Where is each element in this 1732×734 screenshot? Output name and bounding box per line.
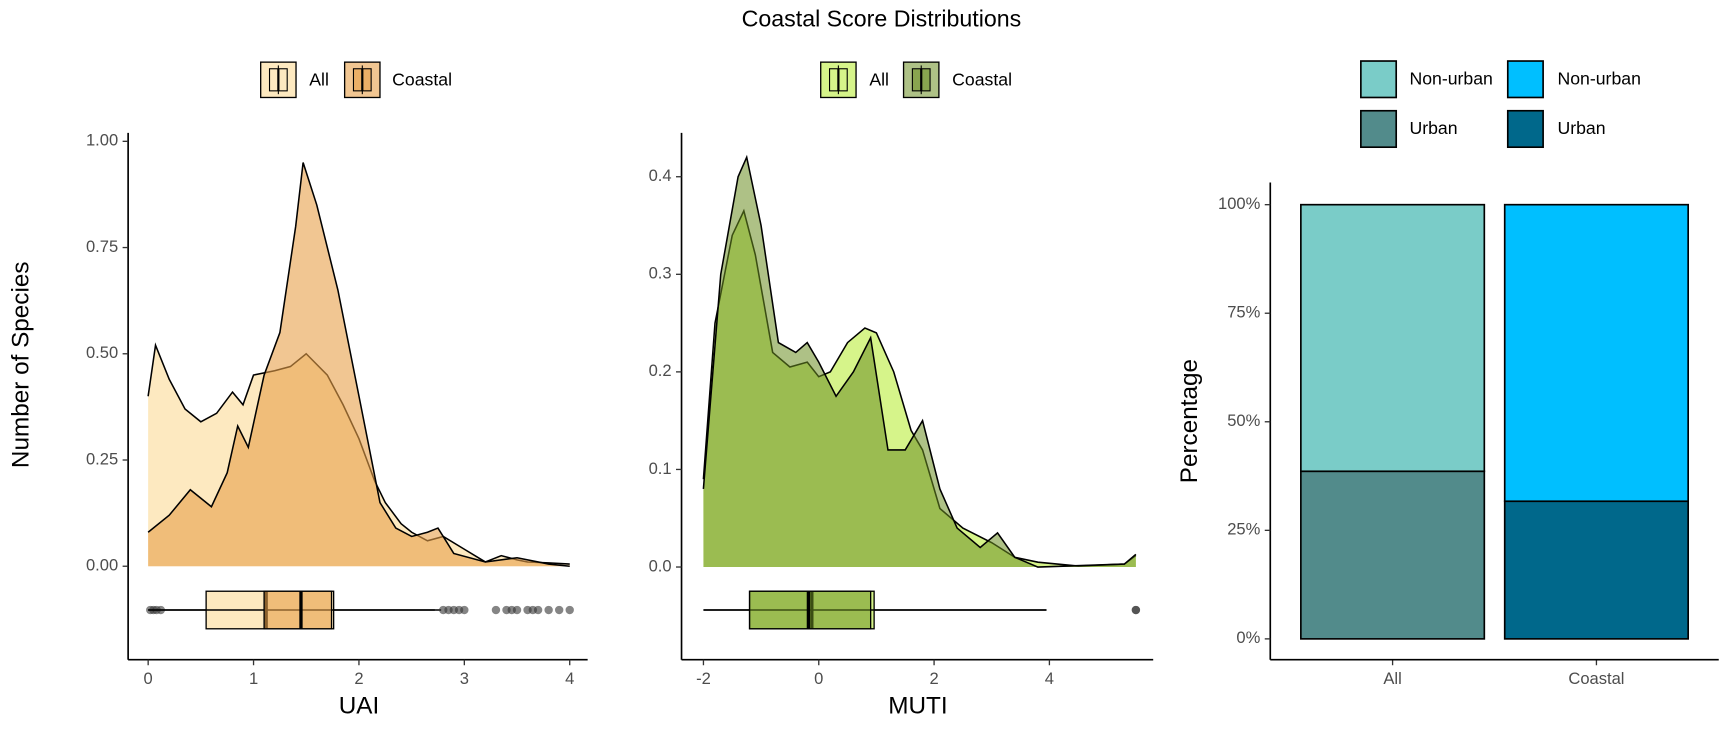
legend-label: Non-urban [1557,68,1640,88]
box [263,590,333,630]
legend-label: Urban [1557,118,1605,138]
outlier [512,605,522,615]
x-tick-label: 4 [1045,669,1054,688]
x-tick-label: 4 [565,669,574,688]
bar-segment [1503,203,1689,503]
y-axis-title: Percentage [1176,359,1203,483]
x-tick-label: 0 [814,669,823,688]
y-axis-title: Number of Species [8,261,35,468]
y-tick-label: 0.50 [86,343,118,362]
density-area [703,157,1136,568]
outlier [544,605,553,615]
legend-key [1360,60,1398,99]
density-line [702,154,1137,568]
bar-segment [1300,203,1486,473]
outlier [491,605,501,615]
legend-label: Urban [1409,118,1457,138]
outlier [533,605,543,615]
legend-key [1506,60,1544,99]
outlier [554,605,564,615]
box [748,590,872,630]
y-tick-label: 0.3 [649,264,672,283]
bar-segment [1503,500,1689,640]
x-tick-label: 3 [460,669,469,688]
legend-key [1360,109,1398,149]
legend-key [1506,109,1544,149]
y-tick-label: 0.00 [86,556,118,575]
legend-label: All [309,70,329,90]
y-tick-label: 0.75 [86,237,118,256]
outlier [460,605,469,615]
legend-label: Coastal [392,70,452,90]
y-tick-label: 0.0 [649,556,672,575]
x-tick-label: 2 [929,669,938,688]
figure-title: Coastal Score Distributions [742,5,1022,31]
x-axis-title: UAI [339,693,380,720]
x-tick-label: All [1383,669,1401,688]
y-tick-label: 0.2 [649,361,672,380]
x-tick-label: Coastal [1568,669,1624,688]
y-tick-label: 50% [1227,411,1260,430]
y-tick-label: 25% [1227,520,1260,539]
y-tick-label: 0.25 [86,449,118,468]
legend-label: Non-urban [1409,68,1492,88]
outlier [565,605,574,615]
y-tick-label: 0.4 [649,166,672,185]
outlier [1131,605,1141,615]
y-tick-label: 0% [1236,628,1260,647]
x-tick-label: -2 [696,669,711,688]
legend-label: Coastal [952,70,1012,90]
y-tick-label: 0.1 [649,459,672,478]
y-tick-label: 1.00 [86,131,118,150]
bar-segment [1300,470,1486,640]
x-tick-label: 1 [249,669,258,688]
y-tick-label: 75% [1227,303,1260,322]
x-tick-label: 2 [354,669,363,688]
x-tick-label: 0 [144,669,153,688]
x-axis-title: MUTI [888,693,947,720]
legend-label: All [869,70,889,90]
y-tick-label: 100% [1218,194,1261,213]
density-line [147,162,570,568]
density-area [148,162,570,567]
